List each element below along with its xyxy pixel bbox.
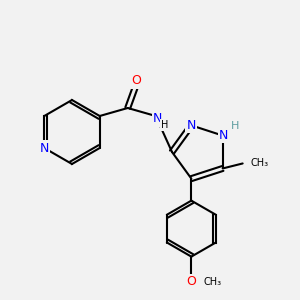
Text: O: O — [186, 275, 196, 288]
Text: N: N — [40, 142, 49, 154]
Text: CH₃: CH₃ — [251, 158, 269, 169]
Text: H: H — [161, 120, 168, 130]
Text: H: H — [230, 121, 239, 130]
Text: CH₃: CH₃ — [203, 277, 221, 286]
Text: O: O — [131, 74, 141, 88]
Text: N: N — [153, 112, 162, 125]
Text: N: N — [187, 119, 196, 132]
Text: N: N — [219, 129, 228, 142]
